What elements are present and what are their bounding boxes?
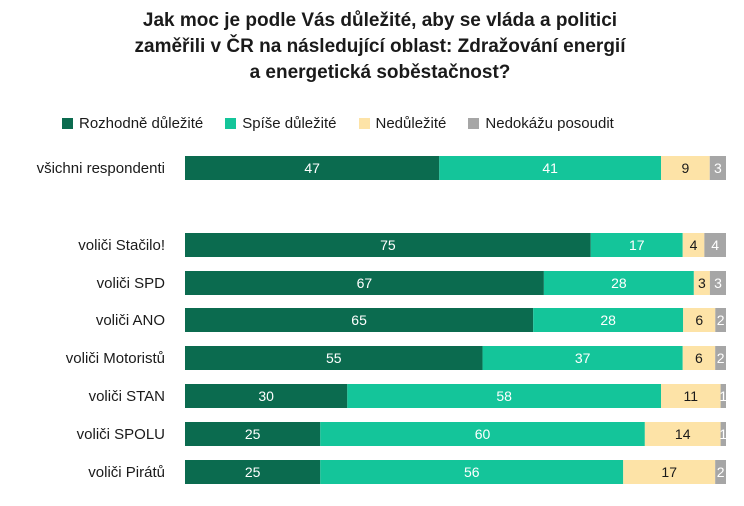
data-label-rozhodne-spd: 67: [357, 275, 373, 291]
data-label-nedokazu-stacilo: 4: [711, 237, 719, 253]
bar-nedokazu-ano: [715, 308, 726, 332]
bar-nedulezite-spolu: [644, 422, 721, 446]
data-label-spise-stacilo: 17: [629, 237, 645, 253]
data-label-spise-vsichni: 41: [542, 160, 558, 176]
data-label-nedulezite-pirati: 17: [661, 464, 677, 480]
bar-rozhodne-stacilo: [185, 233, 591, 257]
legend-swatch-nedokazu: [468, 117, 480, 129]
category-label-pirati: voliči Pirátů: [88, 464, 165, 481]
bar-nedokazu-spd: [709, 271, 726, 295]
bar-rozhodne-spolu: [185, 422, 321, 446]
bar-nedulezite-stan: [661, 384, 721, 408]
bar-spise-ano: [533, 308, 684, 332]
data-label-spise-stan: 58: [496, 388, 512, 404]
category-label-spd: voliči SPD: [97, 275, 166, 292]
data-label-nedulezite-motoriste: 6: [695, 350, 703, 366]
data-label-nedulezite-ano: 6: [695, 312, 703, 328]
bar-nedokazu-stacilo: [704, 233, 726, 257]
data-label-rozhodne-ano: 65: [351, 312, 367, 328]
data-label-nedokazu-motoriste: 2: [717, 350, 725, 366]
legend-item-nedokazu: Nedokážu posoudit: [468, 114, 614, 132]
data-label-nedulezite-vsichni: 9: [682, 160, 690, 176]
data-label-rozhodne-spolu: 25: [245, 426, 261, 442]
legend-item-nedulezite: Nedůležité: [358, 114, 447, 132]
data-label-nedokazu-ano: 2: [717, 312, 725, 328]
data-label-nedokazu-vsichni: 3: [714, 160, 722, 176]
bar-nedulezite-motoriste: [682, 346, 716, 370]
data-label-nedokazu-pirati: 2: [717, 464, 725, 480]
chart-title-line-2: zaměřili v ČR na následující oblast: Zdr…: [134, 36, 626, 57]
bar-nedokazu-motoriste: [715, 346, 726, 370]
category-label-ano: voliči ANO: [96, 312, 165, 329]
bar-nedulezite-ano: [683, 308, 716, 332]
legend-label-spise: Spíše důležité: [242, 114, 337, 132]
bar-nedokazu-spolu: [720, 422, 726, 446]
legend-swatch-nedulezite: [358, 117, 370, 129]
chart-title-line-1: Jak moc je podle Vás důležité, aby se vl…: [142, 10, 618, 31]
data-label-nedulezite-stacilo: 4: [690, 237, 698, 253]
data-label-nedokazu-spd: 3: [714, 275, 722, 291]
bar-rozhodne-vsichni: [185, 156, 440, 180]
legend-swatch-spise: [225, 117, 237, 129]
legend-item-spise: Spíše důležité: [225, 114, 337, 132]
chart-title-line-3: a energetická soběstačnost?: [249, 62, 511, 83]
data-label-rozhodne-vsichni: 47: [304, 160, 320, 176]
bar-rozhodne-pirati: [185, 460, 321, 484]
bar-spise-stan: [347, 384, 662, 408]
bar-spise-spd: [543, 271, 694, 295]
bar-rozhodne-motoriste: [185, 346, 483, 370]
data-label-spise-spolu: 60: [475, 426, 491, 442]
legend-label-rozhodne: Rozhodně důležité: [79, 114, 204, 132]
data-label-nedulezite-stan: 11: [684, 388, 699, 404]
category-label-stacilo: voliči Stačilo!: [78, 237, 165, 254]
legend-swatch-rozhodne: [62, 117, 73, 129]
data-label-rozhodne-stan: 30: [258, 388, 274, 404]
legend-item-rozhodne: Rozhodně důležité: [62, 115, 203, 132]
bar-nedulezite-vsichni: [661, 156, 710, 180]
category-label-stan: voliči STAN: [89, 388, 165, 405]
bar-rozhodne-ano: [185, 308, 534, 332]
data-label-rozhodne-motoriste: 55: [326, 350, 342, 366]
data-label-nedulezite-spolu: 14: [675, 426, 691, 442]
bar-nedokazu-vsichni: [709, 156, 726, 180]
data-label-nedulezite-spd: 3: [698, 275, 706, 291]
data-label-rozhodne-pirati: 25: [245, 464, 261, 480]
bar-rozhodne-stan: [185, 384, 348, 408]
legend-label-nedokazu: Nedokážu posoudit: [485, 114, 614, 132]
bar-spise-pirati: [320, 460, 624, 484]
bar-nedulezite-pirati: [623, 460, 716, 484]
data-label-spise-ano: 28: [600, 312, 616, 328]
bar-spise-stacilo: [590, 233, 683, 257]
legend-label-nedulezite: Nedůležité: [375, 114, 447, 132]
bar-nedulezite-stacilo: [682, 233, 705, 257]
data-label-spise-spd: 28: [611, 275, 627, 291]
bar-spise-vsichni: [439, 156, 662, 180]
data-label-nedokazu-stan: 1: [719, 388, 727, 404]
bar-nedokazu-pirati: [715, 460, 726, 484]
bar-spise-spolu: [320, 422, 645, 446]
data-label-rozhodne-stacilo: 75: [380, 237, 396, 253]
data-label-spise-pirati: 56: [464, 464, 480, 480]
chart-title: Jak moc je podle Vás důležité, aby se vl…: [60, 8, 700, 86]
data-label-nedokazu-spolu: 1: [719, 426, 727, 442]
chart-legend: Rozhodně důležité Spíše důležité Nedůlež…: [62, 113, 614, 133]
bar-nedulezite-spd: [693, 271, 710, 295]
category-label-vsichni: všichni respondenti: [37, 160, 165, 177]
category-label-motoriste: voliči Motoristů: [66, 350, 165, 367]
data-label-spise-motoriste: 37: [575, 350, 591, 366]
bar-spise-motoriste: [482, 346, 683, 370]
bar-nedokazu-stan: [720, 384, 726, 408]
category-label-spolu: voliči SPOLU: [77, 426, 165, 443]
bar-rozhodne-spd: [185, 271, 544, 295]
